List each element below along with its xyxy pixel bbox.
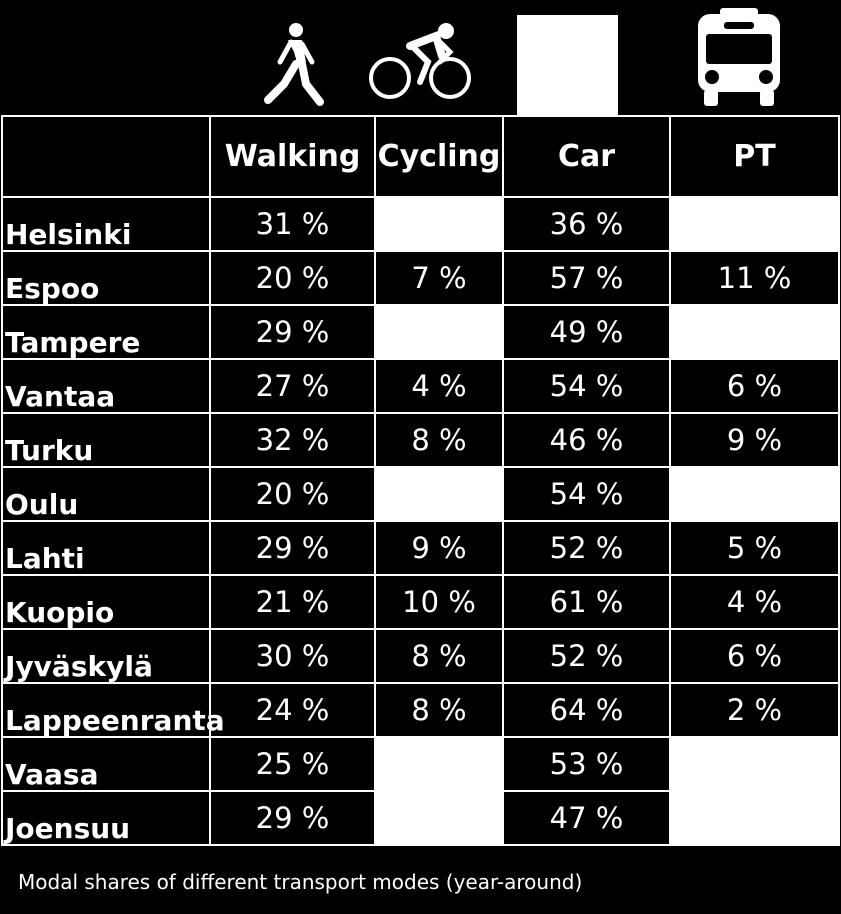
cycling-share-cell: 8 %	[374, 412, 504, 468]
car-share-cell: 54 %	[502, 466, 671, 522]
cycling-share-cell	[374, 466, 504, 522]
city-label: Turku	[1, 412, 211, 468]
table-row: Vantaa 27 % 4 % 54 % 6 %	[1, 358, 840, 414]
cycling-share-cell: 8 %	[374, 682, 504, 738]
car-share-cell: 47 %	[502, 790, 671, 846]
walking-share-cell: 25 %	[209, 736, 376, 792]
city-label: Joensuu	[1, 790, 211, 846]
table-header-row: Walking Cycling Car PT	[1, 115, 840, 198]
car-share-cell: 53 %	[502, 736, 671, 792]
city-label: Vaasa	[1, 736, 211, 792]
city-label: Lappeenranta	[1, 682, 225, 738]
table-row: Lappeenranta 24 % 8 % 64 % 2 %	[1, 682, 840, 738]
walking-share-cell: 21 %	[209, 574, 376, 630]
table-row: Tampere 29 % 49 %	[1, 304, 840, 360]
pt-share-cell	[669, 790, 840, 846]
table-row: Helsinki 31 % 36 %	[1, 196, 840, 252]
pt-share-cell: 6 %	[669, 358, 840, 414]
walking-share-cell: 29 %	[209, 304, 376, 360]
pt-share-cell: 6 %	[669, 628, 840, 684]
car-share-cell: 52 %	[502, 628, 671, 684]
cycling-share-cell: 4 %	[374, 358, 504, 414]
pt-share-cell: 11 %	[669, 250, 840, 306]
table-row: Espoo 20 % 7 % 57 % 11 %	[1, 250, 840, 306]
table-row: Jyväskylä 30 % 8 % 52 % 6 %	[1, 628, 840, 684]
cyclist-icon	[369, 23, 471, 99]
walking-share-cell: 24 %	[209, 682, 376, 738]
walking-share-cell: 32 %	[209, 412, 376, 468]
transport-icons-row	[0, 0, 841, 115]
column-header-cycling: Cycling	[374, 115, 504, 198]
cycling-share-cell	[374, 196, 504, 252]
modal-share-table: Walking Cycling Car PT Helsinki 31 % 36 % E…	[1, 115, 840, 846]
table-row: Turku 32 % 8 % 46 % 9 %	[1, 412, 840, 468]
cycling-share-cell: 9 %	[374, 520, 504, 576]
pt-share-cell	[669, 304, 840, 360]
car-share-cell: 61 %	[502, 574, 671, 630]
car-share-cell: 64 %	[502, 682, 671, 738]
walking-share-cell: 29 %	[209, 790, 376, 846]
car-share-cell: 36 %	[502, 196, 671, 252]
table-row: Joensuu 29 % 47 %	[1, 790, 840, 846]
column-header-car: Car	[502, 115, 671, 198]
cycling-share-cell: 7 %	[374, 250, 504, 306]
table-body: Helsinki 31 % 36 % Espoo 20 % 7 % 57 % 11 % Tamp…	[1, 196, 840, 846]
walking-share-cell: 29 %	[209, 520, 376, 576]
pt-share-cell: 5 %	[669, 520, 840, 576]
car-icon	[517, 15, 618, 115]
cycling-share-cell: 8 %	[374, 628, 504, 684]
bus-icon	[698, 8, 780, 106]
walking-share-cell: 31 %	[209, 196, 376, 252]
column-header-pt: PT	[669, 115, 840, 198]
cycling-share-cell	[374, 790, 504, 846]
table-row: Kuopio 21 % 10 % 61 % 4 %	[1, 574, 840, 630]
cycling-share-cell	[374, 736, 504, 792]
car-share-cell: 49 %	[502, 304, 671, 360]
city-label: Jyväskylä	[1, 628, 211, 684]
pt-share-cell: 9 %	[669, 412, 840, 468]
car-share-cell: 52 %	[502, 520, 671, 576]
city-label: Tampere	[1, 304, 211, 360]
table-row: Oulu 20 % 54 %	[1, 466, 840, 522]
pt-share-cell: 2 %	[669, 682, 840, 738]
cycling-share-cell	[374, 304, 504, 360]
walking-share-cell: 20 %	[209, 466, 376, 522]
city-label: Lahti	[1, 520, 211, 576]
pt-share-cell	[669, 736, 840, 792]
city-label: Helsinki	[1, 196, 211, 252]
table-caption: Modal shares of different transport mode…	[18, 870, 583, 894]
city-label: Kuopio	[1, 574, 211, 630]
car-share-cell: 46 %	[502, 412, 671, 468]
walking-share-cell: 20 %	[209, 250, 376, 306]
city-label: Espoo	[1, 250, 211, 306]
column-header-walking: Walking	[209, 115, 376, 198]
pt-share-cell: 4 %	[669, 574, 840, 630]
table-row: Lahti 29 % 9 % 52 % 5 %	[1, 520, 840, 576]
car-share-cell: 54 %	[502, 358, 671, 414]
walking-person-icon	[264, 23, 324, 106]
table-row: Vaasa 25 % 53 %	[1, 736, 840, 792]
pt-share-cell	[669, 466, 840, 522]
city-label: Vantaa	[1, 358, 211, 414]
column-header-corner	[1, 115, 211, 198]
pt-share-cell	[669, 196, 840, 252]
car-share-cell: 57 %	[502, 250, 671, 306]
walking-share-cell: 27 %	[209, 358, 376, 414]
cycling-share-cell: 10 %	[374, 574, 504, 630]
walking-share-cell: 30 %	[209, 628, 376, 684]
city-label: Oulu	[1, 466, 211, 522]
